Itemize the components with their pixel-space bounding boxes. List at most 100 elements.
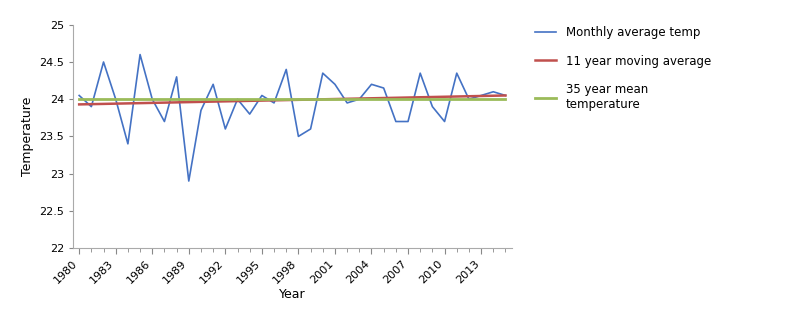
35 year mean
temperature — [98, 97, 108, 101]
11 year moving average — [464, 94, 474, 98]
Monthly average temp — [476, 94, 486, 97]
Legend: Monthly average temp, 11 year moving average, 35 year mean
temperature: Monthly average temp, 11 year moving ave… — [534, 26, 710, 111]
X-axis label: Year: Year — [279, 288, 305, 301]
11 year moving average — [232, 99, 242, 103]
11 year moving average — [439, 95, 448, 99]
Line: Monthly average temp: Monthly average temp — [79, 55, 505, 181]
11 year moving average — [160, 101, 169, 104]
35 year mean
temperature — [342, 97, 352, 101]
Monthly average temp — [318, 71, 328, 75]
11 year moving average — [318, 97, 328, 101]
Monthly average temp — [378, 86, 388, 90]
35 year mean
temperature — [402, 97, 412, 101]
35 year mean
temperature — [148, 97, 157, 101]
Monthly average temp — [244, 112, 254, 116]
11 year moving average — [306, 98, 315, 101]
35 year mean
temperature — [330, 97, 340, 101]
35 year mean
temperature — [476, 97, 486, 101]
35 year mean
temperature — [208, 97, 218, 101]
11 year moving average — [402, 96, 412, 100]
Monthly average temp — [135, 53, 144, 56]
11 year moving average — [86, 102, 96, 106]
Monthly average temp — [232, 97, 242, 101]
Monthly average temp — [110, 97, 120, 101]
11 year moving average — [476, 94, 486, 98]
35 year mean
temperature — [232, 97, 242, 101]
Monthly average temp — [354, 97, 364, 101]
11 year moving average — [256, 99, 266, 102]
Monthly average temp — [122, 142, 132, 146]
11 year moving average — [452, 95, 461, 98]
Monthly average temp — [148, 97, 157, 101]
11 year moving average — [98, 102, 108, 106]
35 year mean
temperature — [414, 97, 424, 101]
35 year mean
temperature — [184, 97, 194, 101]
35 year mean
temperature — [318, 97, 328, 101]
35 year mean
temperature — [354, 97, 364, 101]
35 year mean
temperature — [281, 97, 290, 101]
11 year moving average — [354, 97, 364, 100]
35 year mean
temperature — [110, 97, 120, 101]
11 year moving average — [367, 96, 376, 100]
11 year moving average — [500, 94, 510, 97]
11 year moving average — [244, 99, 254, 103]
Monthly average temp — [342, 101, 352, 105]
11 year moving average — [208, 100, 218, 104]
35 year mean
temperature — [452, 97, 461, 101]
35 year mean
temperature — [86, 97, 96, 101]
Monthly average temp — [184, 179, 194, 183]
11 year moving average — [122, 102, 132, 105]
11 year moving average — [74, 103, 84, 106]
35 year mean
temperature — [74, 97, 84, 101]
35 year mean
temperature — [488, 97, 498, 101]
Monthly average temp — [293, 135, 303, 138]
11 year moving average — [427, 95, 436, 99]
11 year moving average — [330, 97, 340, 101]
11 year moving average — [172, 100, 182, 104]
35 year mean
temperature — [221, 97, 230, 101]
11 year moving average — [221, 100, 230, 103]
11 year moving average — [148, 101, 157, 105]
Monthly average temp — [488, 90, 498, 94]
35 year mean
temperature — [268, 97, 278, 101]
11 year moving average — [184, 100, 194, 104]
Monthly average temp — [464, 97, 474, 101]
35 year mean
temperature — [256, 97, 266, 101]
11 year moving average — [281, 98, 290, 102]
11 year moving average — [268, 99, 278, 102]
Monthly average temp — [306, 127, 315, 131]
11 year moving average — [135, 101, 144, 105]
35 year mean
temperature — [439, 97, 448, 101]
11 year moving average — [293, 98, 303, 102]
35 year mean
temperature — [196, 97, 206, 101]
11 year moving average — [196, 100, 206, 104]
Line: 11 year moving average: 11 year moving average — [79, 95, 505, 104]
11 year moving average — [390, 96, 400, 100]
Y-axis label: Temperature: Temperature — [20, 97, 33, 176]
Monthly average temp — [74, 94, 84, 97]
11 year moving average — [488, 94, 498, 98]
11 year moving average — [414, 95, 424, 99]
Monthly average temp — [172, 75, 182, 79]
35 year mean
temperature — [427, 97, 436, 101]
Monthly average temp — [98, 60, 108, 64]
35 year mean
temperature — [293, 97, 303, 101]
35 year mean
temperature — [500, 97, 510, 101]
Monthly average temp — [390, 120, 400, 123]
Monthly average temp — [281, 68, 290, 71]
35 year mean
temperature — [464, 97, 474, 101]
11 year moving average — [378, 96, 388, 100]
35 year mean
temperature — [172, 97, 182, 101]
35 year mean
temperature — [306, 97, 315, 101]
35 year mean
temperature — [367, 97, 376, 101]
Monthly average temp — [208, 82, 218, 86]
Monthly average temp — [160, 120, 169, 123]
Monthly average temp — [452, 71, 461, 75]
35 year mean
temperature — [135, 97, 144, 101]
35 year mean
temperature — [390, 97, 400, 101]
Monthly average temp — [414, 71, 424, 75]
Monthly average temp — [256, 94, 266, 97]
Monthly average temp — [268, 101, 278, 105]
Monthly average temp — [221, 127, 230, 131]
Monthly average temp — [86, 105, 96, 108]
